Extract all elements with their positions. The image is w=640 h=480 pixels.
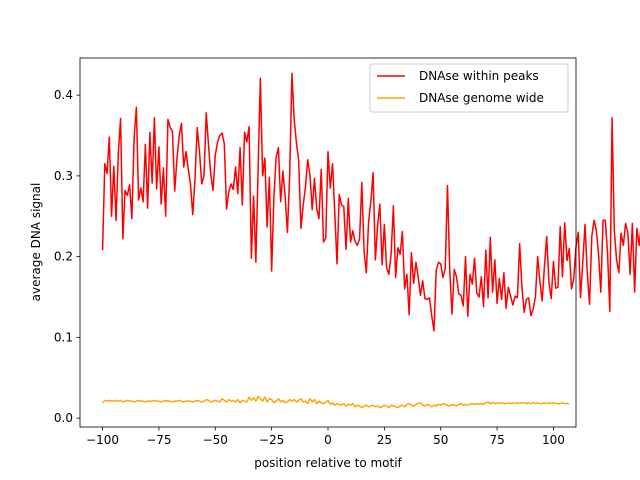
y-tick-label: 0.2 [54, 250, 73, 264]
x-tick-label: −75 [146, 433, 171, 447]
x-tick-label: −25 [259, 433, 284, 447]
axes-layer: −100 −75 −50 −25 0 25 50 75 100 0.0 0.1 0.2 0.3 0.4 [54, 57, 577, 447]
legend-box [369, 63, 569, 113]
x-tick-label: −100 [86, 433, 119, 447]
y-tick-label: 0.0 [54, 411, 73, 425]
y-tick-label: 0.1 [54, 330, 73, 344]
x-axis-title: position relative to motif [254, 456, 402, 470]
series-line-0 [101, 72, 640, 332]
x-tick-label: 100 [542, 433, 565, 447]
legend: DNAse within peaks DNAse genome wide [369, 63, 569, 113]
series-line-1 [101, 395, 570, 409]
y-tick-label: 0.3 [54, 169, 73, 183]
axes-frame [79, 57, 577, 428]
y-axis-title: average DNA signal [29, 183, 43, 302]
x-tick-label: 75 [489, 433, 504, 447]
series-layer [101, 72, 640, 409]
y-tick-label: 0.4 [54, 88, 73, 102]
x-tick-label: 50 [433, 433, 448, 447]
legend-label-genome-wide: DNAse genome wide [419, 91, 544, 105]
x-tick-label: 0 [324, 433, 332, 447]
legend-label-within-peaks: DNAse within peaks [419, 69, 539, 83]
x-tick-label: −50 [203, 433, 228, 447]
x-tick-label: 25 [377, 433, 392, 447]
